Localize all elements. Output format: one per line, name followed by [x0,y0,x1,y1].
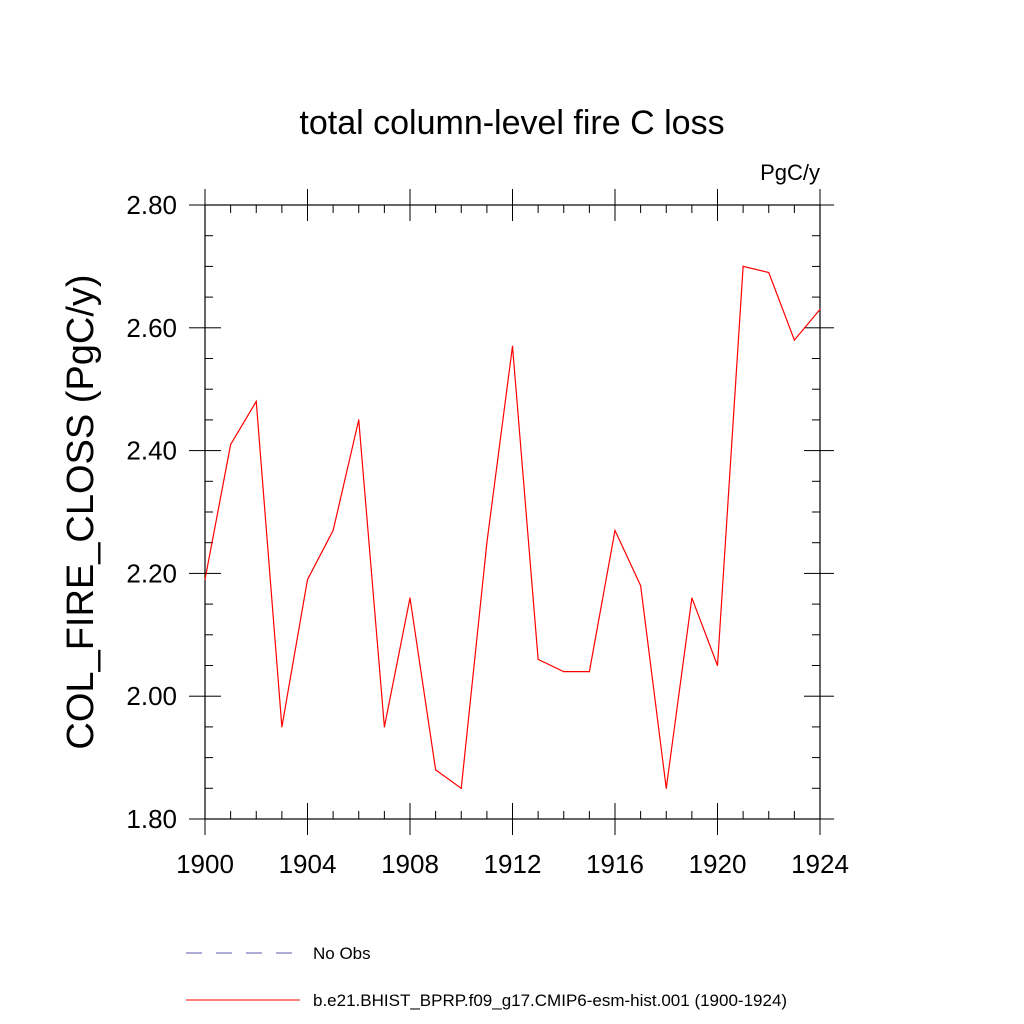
y-axis: 1.80 2.00 2.20 2.40 2.60 2.80 [126,190,834,834]
legend-label-no-obs: No Obs [313,944,371,963]
data-point [588,671,590,673]
data-point [563,671,565,673]
data-point [306,578,309,581]
data-point [716,664,719,667]
data-point [281,726,283,728]
x-axis: 1900 1904 1908 1912 1916 1920 1924 [176,189,849,879]
data-point [358,419,360,421]
data-point [511,345,514,347]
x-tick-label: 1912 [484,849,542,879]
x-tick-label: 1924 [791,849,849,879]
data-point [793,339,795,341]
data-point [614,529,616,532]
y-tick-label: 2.40 [126,436,177,466]
data-point [383,726,385,728]
y-tick-label: 2.60 [126,313,177,343]
x-tick-label: 1908 [381,849,439,879]
data-point [435,769,437,771]
data-point [691,597,693,599]
legend-label-model: b.e21.BHIST_BPRP.f09_g17.CMIP6-esm-hist.… [313,991,787,1010]
legend: No Obs b.e21.BHIST_BPRP.f09_g17.CMIP6-es… [186,944,787,1010]
x-tick-label: 1900 [176,849,234,879]
data-point [640,585,642,587]
series-layer [204,265,821,790]
x-tick-label: 1920 [689,849,747,879]
x-tick-label: 1916 [586,849,644,879]
data-point [230,443,232,446]
y-axis-label: COL_FIRE_CLOSS (PgC/y) [60,274,102,749]
chart-title: total column-level fire C loss [299,104,724,142]
data-point [537,658,539,660]
units-label: PgC/y [760,160,820,185]
data-point [742,265,744,267]
data-point [255,400,257,403]
y-tick-label: 2.00 [126,681,177,711]
y-tick-label: 2.20 [126,558,177,588]
data-point [332,529,334,532]
data-point [409,597,411,599]
data-point [486,542,488,544]
data-point [204,578,206,581]
y-tick-label: 1.80 [126,804,177,834]
series-line [204,265,821,790]
data-point [460,787,462,789]
x-tick-label: 1904 [279,849,337,879]
data-point [768,271,770,274]
y-tick-label: 2.80 [126,190,177,220]
data-point [819,308,821,310]
data-point [665,787,667,789]
